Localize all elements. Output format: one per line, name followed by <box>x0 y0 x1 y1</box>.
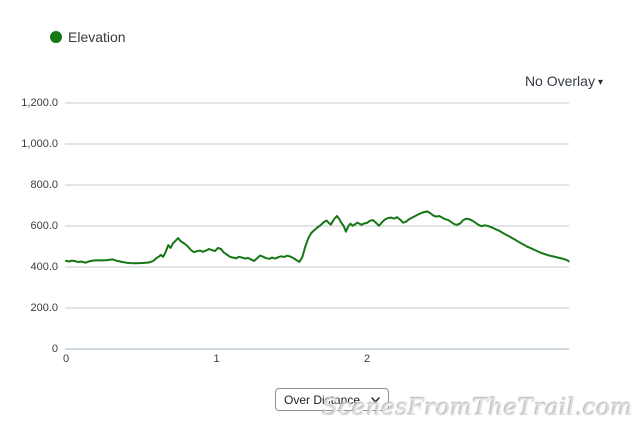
chevron-down-icon <box>371 396 380 402</box>
elevation-line <box>65 210 570 265</box>
chart-mode-select-value: Over Distance <box>284 392 361 407</box>
chart-mode-select[interactable]: Over Distance <box>275 388 389 411</box>
y-axis-tick-label: 200.0 <box>30 302 58 314</box>
overlay-dropdown-label: No Overlay <box>524 73 595 89</box>
y-axis-tick-label: 400.0 <box>30 261 58 273</box>
x-axis-tick-label: 0 <box>62 353 70 365</box>
legend-color-dot-icon <box>50 31 62 43</box>
x-axis-tick-label: 1 <box>213 353 220 365</box>
caret-down-icon: ▾ <box>597 76 603 88</box>
legend-label: Elevation <box>68 29 126 45</box>
y-axis-tick-label: 0 <box>51 343 58 355</box>
legend-elevation[interactable]: Elevation <box>50 29 126 45</box>
watermark-text: ScenesFromTheTrail.com <box>322 395 633 421</box>
overlay-dropdown[interactable]: No Overlay ▾ <box>525 73 603 89</box>
x-axis-tick-label: 2 <box>363 353 371 365</box>
y-axis-tick-label: 800.0 <box>30 179 58 191</box>
y-axis-tick-label: 1,000.0 <box>21 138 58 150</box>
y-axis-tick-label: 600.0 <box>30 220 58 232</box>
y-axis-tick-label: 1,200.0 <box>21 97 58 109</box>
